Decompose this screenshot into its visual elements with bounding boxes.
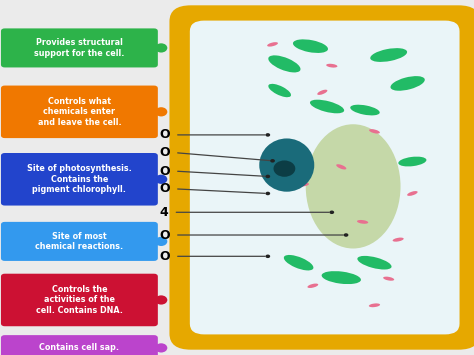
- FancyBboxPatch shape: [1, 153, 158, 206]
- FancyBboxPatch shape: [1, 86, 158, 138]
- Circle shape: [155, 343, 167, 353]
- Text: O: O: [160, 250, 170, 263]
- Text: Site of most
chemical reactions.: Site of most chemical reactions.: [36, 232, 123, 251]
- FancyBboxPatch shape: [1, 274, 158, 326]
- Ellipse shape: [357, 256, 392, 269]
- Text: 4: 4: [159, 206, 168, 219]
- Ellipse shape: [267, 42, 278, 47]
- FancyBboxPatch shape: [170, 5, 474, 350]
- Text: Site of photosynthesis.
Contains the
pigment chlorophyll.: Site of photosynthesis. Contains the pig…: [27, 164, 132, 194]
- Ellipse shape: [322, 271, 361, 284]
- Circle shape: [265, 192, 270, 195]
- Ellipse shape: [350, 105, 380, 115]
- Circle shape: [155, 237, 167, 246]
- Ellipse shape: [298, 183, 309, 186]
- Ellipse shape: [268, 84, 291, 97]
- Ellipse shape: [284, 255, 313, 271]
- Circle shape: [344, 233, 348, 237]
- Text: O: O: [160, 129, 170, 141]
- Ellipse shape: [306, 124, 401, 248]
- Circle shape: [155, 175, 167, 184]
- Ellipse shape: [308, 284, 318, 288]
- Text: Controls what
chemicals enter
and leave the cell.: Controls what chemicals enter and leave …: [37, 97, 121, 127]
- Circle shape: [265, 175, 270, 178]
- FancyBboxPatch shape: [1, 335, 158, 355]
- FancyBboxPatch shape: [1, 222, 158, 261]
- FancyBboxPatch shape: [190, 21, 459, 334]
- Ellipse shape: [317, 90, 328, 95]
- Text: O: O: [160, 229, 170, 241]
- Circle shape: [270, 159, 275, 163]
- Ellipse shape: [259, 138, 314, 192]
- Circle shape: [155, 43, 167, 53]
- Ellipse shape: [310, 100, 344, 113]
- Text: O: O: [160, 146, 170, 159]
- Text: O: O: [160, 165, 170, 178]
- Text: Provides structural
support for the cell.: Provides structural support for the cell…: [34, 38, 125, 58]
- Ellipse shape: [369, 129, 380, 133]
- Circle shape: [155, 295, 167, 305]
- Ellipse shape: [268, 55, 301, 72]
- Ellipse shape: [293, 39, 328, 53]
- Ellipse shape: [407, 191, 418, 196]
- Ellipse shape: [326, 64, 337, 67]
- Ellipse shape: [383, 277, 394, 281]
- Ellipse shape: [398, 157, 427, 166]
- Ellipse shape: [392, 237, 404, 242]
- FancyBboxPatch shape: [1, 28, 158, 67]
- Circle shape: [273, 160, 295, 177]
- Text: Contains cell sap.: Contains cell sap.: [39, 343, 119, 353]
- Ellipse shape: [370, 48, 407, 62]
- Ellipse shape: [391, 76, 425, 91]
- Circle shape: [265, 133, 270, 137]
- Ellipse shape: [369, 304, 380, 307]
- Ellipse shape: [357, 220, 368, 224]
- Circle shape: [155, 107, 167, 116]
- Text: O: O: [160, 182, 170, 195]
- Text: Controls the
activities of the
cell. Contains DNA.: Controls the activities of the cell. Con…: [36, 285, 123, 315]
- Circle shape: [265, 255, 270, 258]
- Circle shape: [329, 211, 334, 214]
- Ellipse shape: [336, 164, 346, 169]
